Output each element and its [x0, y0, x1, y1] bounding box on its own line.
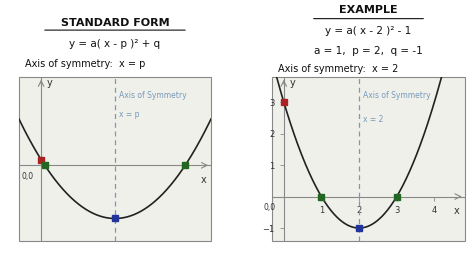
Text: EXAMPLE: EXAMPLE [339, 5, 398, 15]
Text: x: x [201, 175, 206, 185]
Text: x = 2: x = 2 [363, 115, 383, 124]
Text: x = p: x = p [119, 110, 140, 120]
Text: y: y [290, 78, 295, 88]
Text: y = a( x - p )² + q: y = a( x - p )² + q [69, 39, 161, 49]
Text: a = 1,  p = 2,  q = -1: a = 1, p = 2, q = -1 [314, 46, 423, 56]
Text: Axis of symmetry:  x = p: Axis of symmetry: x = p [25, 59, 145, 69]
Text: Axis of symmetry:  x = 2: Axis of symmetry: x = 2 [278, 63, 399, 73]
Text: STANDARD FORM: STANDARD FORM [61, 18, 169, 28]
Text: 0,0: 0,0 [21, 172, 34, 181]
Text: x: x [454, 206, 460, 216]
Text: y = a( x - 2 )² - 1: y = a( x - 2 )² - 1 [325, 26, 411, 36]
Text: y: y [47, 78, 53, 88]
Text: Axis of Symmetry: Axis of Symmetry [119, 91, 187, 100]
Text: 0,0: 0,0 [264, 203, 276, 212]
Text: Axis of Symmetry: Axis of Symmetry [363, 91, 430, 100]
